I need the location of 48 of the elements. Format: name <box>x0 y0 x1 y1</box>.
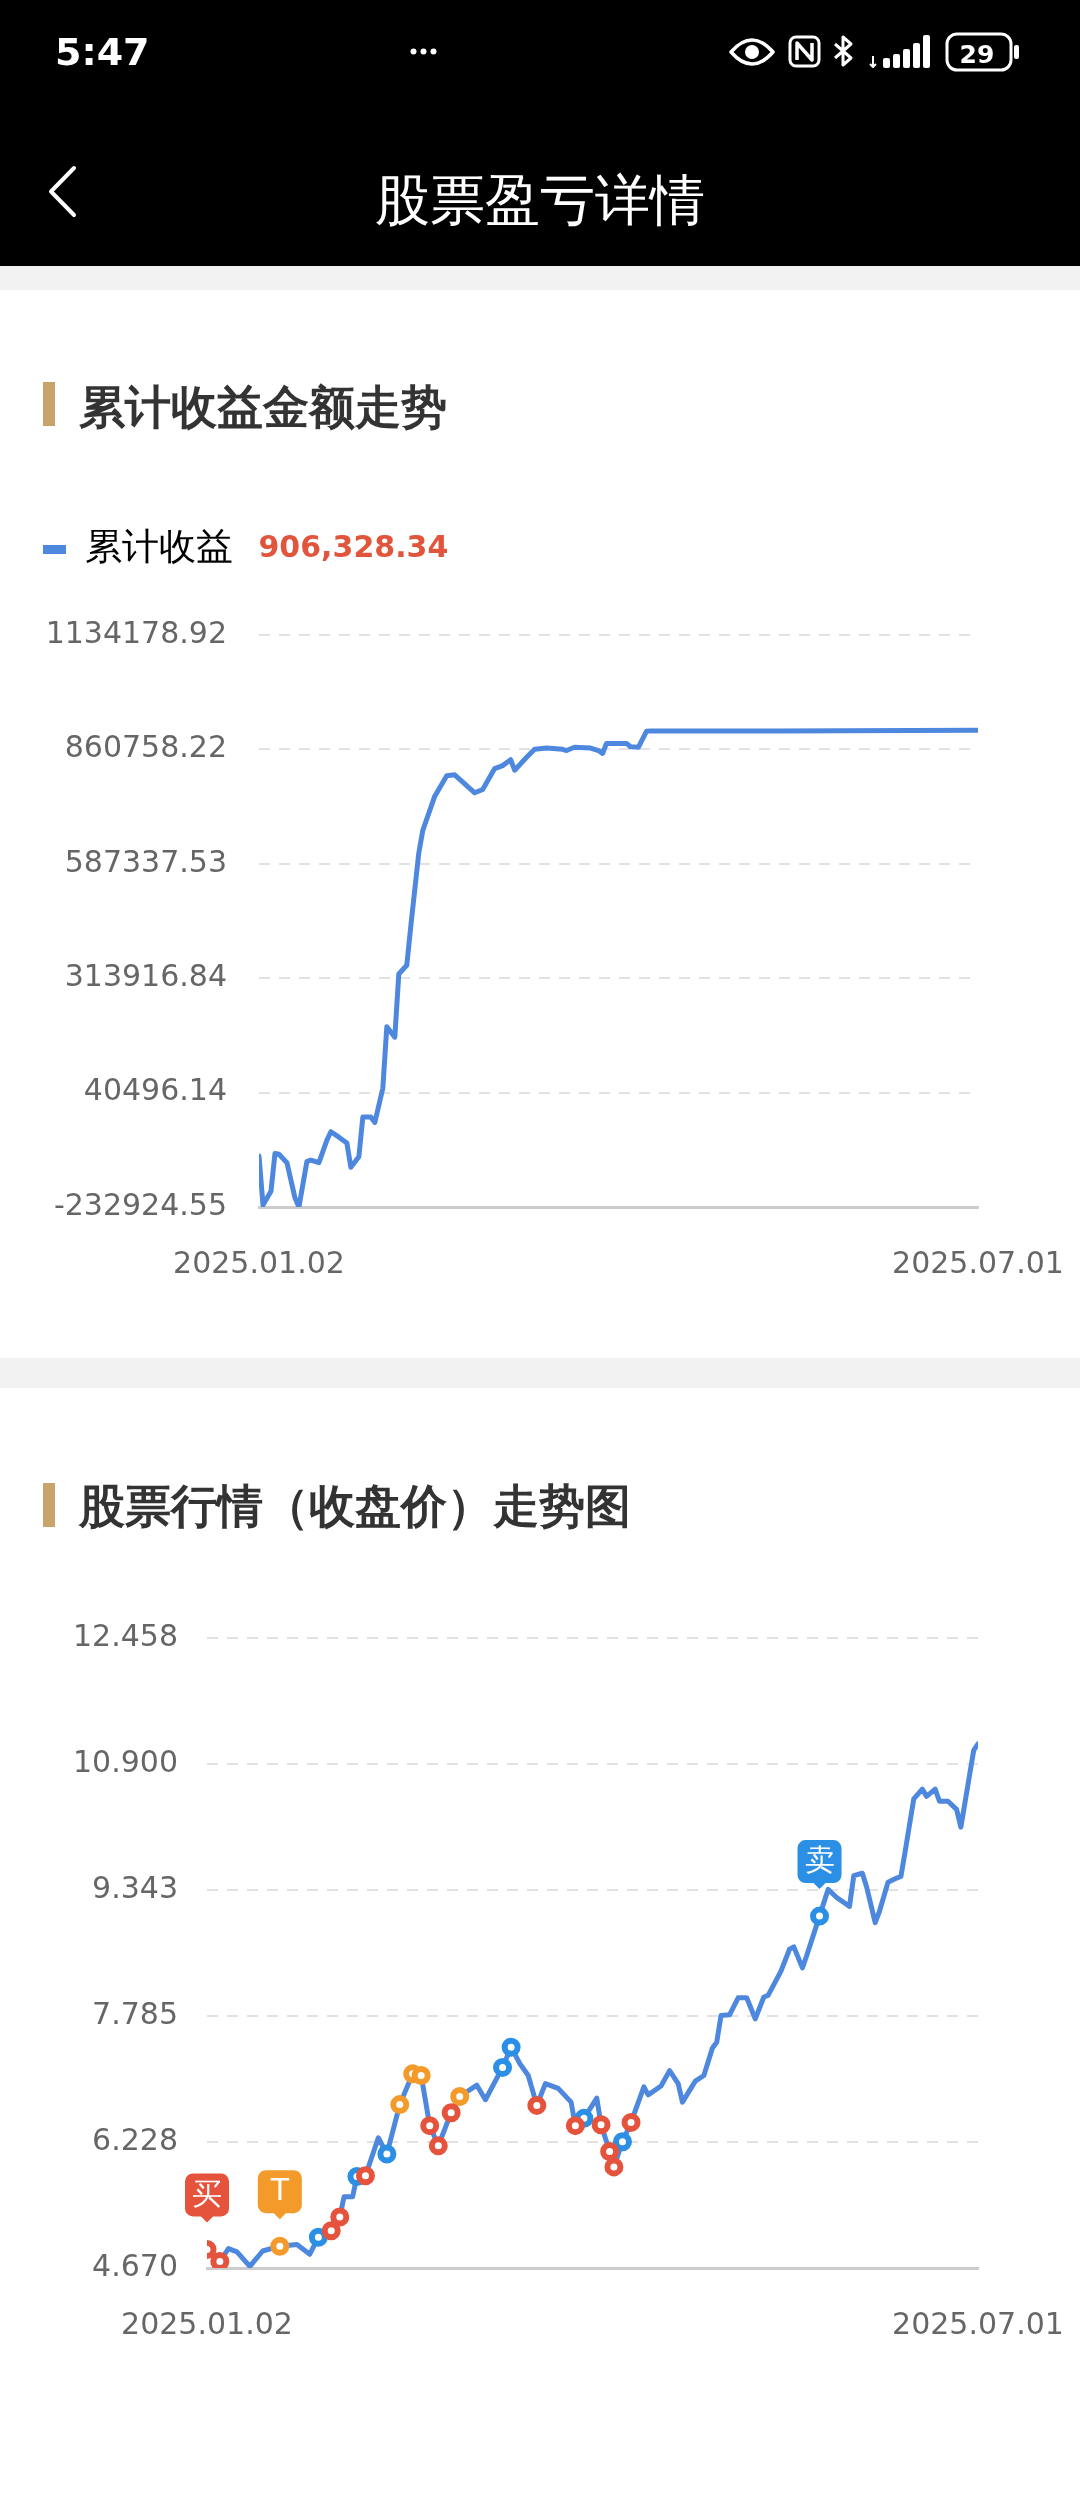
point <box>377 2144 397 2164</box>
point <box>565 2116 585 2136</box>
text: 906,328.34 <box>258 529 449 565</box>
point <box>591 2115 611 2135</box>
x-tick-label: 2025.07.01 <box>892 1244 1064 1280</box>
point <box>420 2116 440 2136</box>
point <box>428 2136 448 2156</box>
y-tick-label: 1134178.92 <box>45 614 227 650</box>
legend-label: 累计收益 <box>84 525 233 569</box>
y-tick-label: 7.785 <box>92 1995 178 2031</box>
point <box>308 2227 328 2247</box>
text: 29 <box>959 40 995 69</box>
x-tick-label: 2025.07.01 <box>892 2305 1064 2341</box>
point <box>600 2142 620 2162</box>
y-tick-label: -232924.55 <box>53 1186 227 1222</box>
point <box>501 2037 521 2057</box>
point <box>270 2236 290 2256</box>
y-tick-label: 40496.14 <box>83 1072 227 1108</box>
annotation: 买 <box>192 2175 222 2211</box>
y-tick-label: 4.670 <box>92 2247 178 2283</box>
y-tick-label: 12.458 <box>73 1617 178 1653</box>
x-tick-label: 2025.01.02 <box>173 1244 345 1280</box>
point <box>810 1906 830 1926</box>
y-tick-label: 6.228 <box>92 2121 178 2157</box>
point <box>604 2157 624 2177</box>
annotation: 卖 <box>804 1842 835 1878</box>
y-tick-label: 587337.53 <box>64 843 227 879</box>
point <box>621 2112 641 2132</box>
point <box>527 2095 547 2115</box>
point <box>390 2095 410 2115</box>
text: 5:47 <box>55 30 150 74</box>
point <box>330 2207 350 2227</box>
text: 股票盈亏详情 <box>375 167 705 232</box>
y-tick-label: 10.900 <box>73 1743 178 1779</box>
point <box>493 2057 513 2077</box>
y-tick-label: 313916.84 <box>64 958 227 993</box>
chart-title: 累计收益金额走势 <box>79 379 447 434</box>
point <box>411 2065 431 2085</box>
annotation: T <box>269 2172 290 2208</box>
point <box>450 2087 470 2107</box>
point <box>321 2221 341 2241</box>
chart-title: 股票行情（收盘价）走势图 <box>79 1478 631 1533</box>
y-tick-label: 860758.22 <box>64 729 227 765</box>
point <box>441 2103 461 2123</box>
point <box>612 2132 632 2152</box>
x-tick-label: 2025.01.02 <box>121 2305 293 2341</box>
y-tick-label: 9.343 <box>92 1869 178 1905</box>
point <box>355 2166 375 2186</box>
